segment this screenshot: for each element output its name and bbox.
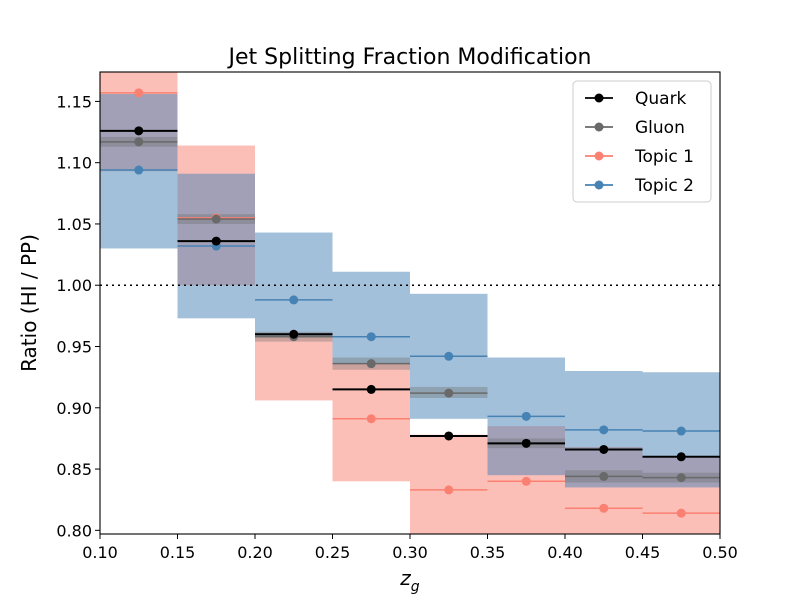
y-tick-label-6: 1.10 bbox=[56, 154, 92, 173]
legend-label-topic-2: Topic 2 bbox=[634, 176, 694, 196]
legend-label-topic-1: Topic 1 bbox=[634, 147, 694, 167]
band-topic-1-2 bbox=[255, 333, 333, 401]
x-tick-label-5: 0.35 bbox=[470, 543, 506, 562]
x-tick-label-2: 0.20 bbox=[237, 543, 273, 562]
point-gluon-6 bbox=[599, 471, 609, 481]
point-gluon-0 bbox=[134, 137, 144, 147]
point-topic-2-2 bbox=[289, 295, 299, 305]
point-quark-5 bbox=[521, 438, 531, 448]
point-topic-2-3 bbox=[366, 332, 376, 342]
point-quark-6 bbox=[599, 444, 609, 454]
point-quark-4 bbox=[444, 431, 454, 441]
legend-label-gluon: Gluon bbox=[635, 118, 685, 138]
y-tick-label-0: 0.80 bbox=[56, 521, 92, 540]
legend-marker-gluon bbox=[594, 122, 604, 132]
x-tick-label-4: 0.30 bbox=[392, 543, 428, 562]
point-topic-2-6 bbox=[599, 425, 609, 435]
point-topic-1-5 bbox=[521, 476, 531, 486]
point-topic-2-5 bbox=[521, 411, 531, 421]
y-tick-label-2: 0.90 bbox=[56, 399, 92, 418]
legend: Quark Gluon Topic 1 Topic 2 bbox=[572, 80, 712, 203]
y-axis-ticks: 0.80 0.85 0.90 0.95 1.00 1.05 1.10 1.15 bbox=[56, 92, 100, 540]
y-tick-label-1: 0.85 bbox=[56, 460, 92, 479]
band-topic-1-4 bbox=[410, 434, 488, 534]
point-topic-1-3 bbox=[366, 414, 376, 424]
x-tick-label-8: 0.50 bbox=[702, 543, 738, 562]
x-axis-ticks: 0.10 0.15 0.20 0.25 0.30 0.35 0.40 0.45 0.50 bbox=[82, 534, 738, 562]
point-topic-2-4 bbox=[444, 351, 454, 361]
band-topic-2-3 bbox=[332, 271, 410, 364]
y-tick-label-3: 0.95 bbox=[56, 338, 92, 357]
error-bands bbox=[100, 72, 720, 534]
point-gluon-3 bbox=[366, 359, 376, 369]
point-topic-1-0 bbox=[134, 88, 144, 98]
y-tick-label-5: 1.05 bbox=[56, 215, 92, 234]
point-topic-2-7 bbox=[676, 426, 686, 436]
chart-title: Jet Splitting Fraction Modification bbox=[227, 45, 592, 70]
point-quark-3 bbox=[366, 384, 376, 394]
point-topic-1-4 bbox=[444, 485, 454, 495]
point-quark-0 bbox=[134, 126, 144, 136]
point-gluon-4 bbox=[444, 388, 454, 398]
point-quark-2 bbox=[289, 329, 299, 339]
point-quark-1 bbox=[211, 236, 221, 246]
x-axis-label-sub: g bbox=[411, 579, 420, 595]
legend-marker-quark bbox=[594, 93, 604, 103]
y-tick-label-7: 1.15 bbox=[56, 92, 92, 111]
legend-box bbox=[572, 80, 712, 203]
legend-marker-topic-1 bbox=[594, 151, 604, 161]
x-axis-label-main: z bbox=[399, 566, 411, 590]
data-markers bbox=[134, 88, 686, 518]
x-tick-label-1: 0.15 bbox=[160, 543, 196, 562]
x-tick-label-7: 0.45 bbox=[625, 543, 661, 562]
point-topic-2-0 bbox=[134, 165, 144, 175]
legend-marker-topic-2 bbox=[594, 180, 604, 190]
y-axis-label: Ratio (HI / PP) bbox=[17, 234, 41, 372]
x-tick-label-0: 0.10 bbox=[82, 543, 118, 562]
point-topic-1-7 bbox=[676, 508, 686, 518]
y-tick-label-4: 1.00 bbox=[56, 276, 92, 295]
point-gluon-7 bbox=[676, 473, 686, 483]
point-gluon-1 bbox=[211, 214, 221, 224]
x-tick-label-3: 0.25 bbox=[315, 543, 351, 562]
x-axis-label: zg bbox=[399, 566, 420, 595]
x-tick-label-6: 0.40 bbox=[547, 543, 583, 562]
point-quark-7 bbox=[676, 452, 686, 462]
point-topic-1-6 bbox=[599, 503, 609, 513]
legend-label-quark: Quark bbox=[635, 89, 687, 109]
